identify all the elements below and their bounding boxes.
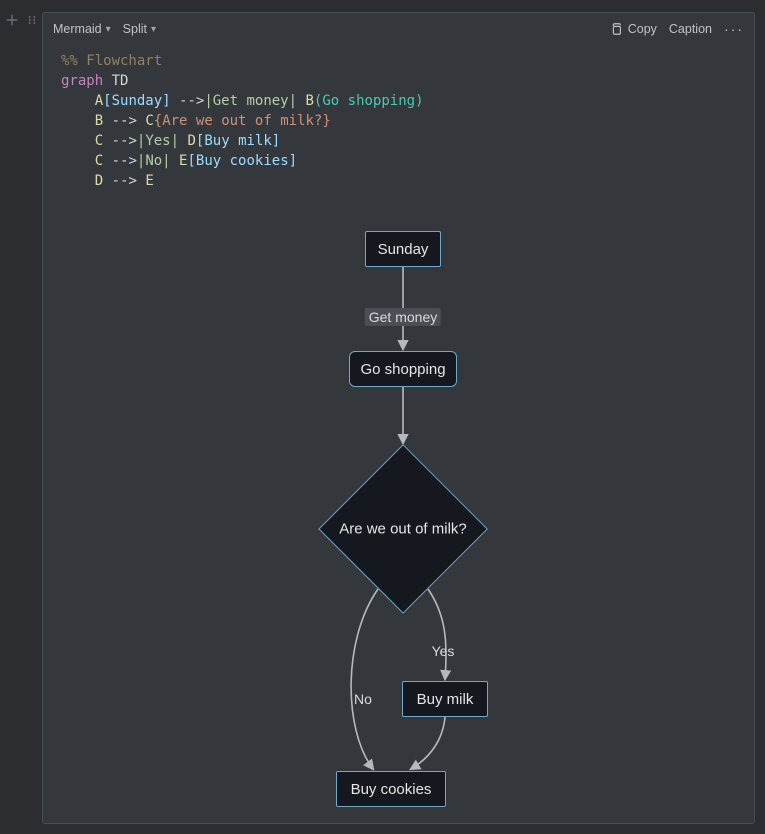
flowchart-node-b[interactable]: Go shopping (349, 351, 457, 387)
flowchart-node-e[interactable]: Buy cookies (336, 771, 446, 807)
flowchart-node-c[interactable]: Are we out of milk? (318, 444, 488, 614)
code-editor[interactable]: %% Flowchart graph TD A[Sunday] -->|Get … (43, 45, 754, 193)
cell-gutter (0, 0, 40, 40)
edge-label: Yes (428, 642, 459, 660)
chevron-down-icon: ▾ (151, 24, 156, 35)
add-cell-icon[interactable] (4, 12, 20, 28)
drag-handle-icon[interactable] (24, 12, 40, 28)
copy-button[interactable]: Copy (609, 22, 657, 37)
view-selector[interactable]: Split ▾ (123, 22, 156, 36)
flowchart-node-d[interactable]: Buy milk (402, 681, 488, 717)
code-cell: Mermaid ▾ Split ▾ Copy Caption (42, 12, 755, 824)
edge-label: No (350, 690, 376, 708)
caption-label: Caption (669, 22, 712, 36)
code-text: %% Flowchart graph TD A[Sunday] -->|Get … (47, 51, 750, 191)
language-selector[interactable]: Mermaid ▾ (53, 22, 111, 36)
view-label: Split (123, 22, 147, 36)
edge-label: Get money (365, 308, 441, 326)
language-label: Mermaid (53, 22, 102, 36)
editor-outer: Mermaid ▾ Split ▾ Copy Caption (0, 0, 765, 834)
more-icon: ··· (724, 21, 744, 37)
copy-icon (609, 22, 624, 37)
mermaid-preview: Sunday Go shopping Are we out of milk? Buy … (43, 209, 754, 823)
caption-button[interactable]: Caption (669, 22, 712, 36)
copy-label: Copy (628, 22, 657, 36)
cell-toolbar: Mermaid ▾ Split ▾ Copy Caption (43, 13, 754, 45)
more-menu[interactable]: ··· (724, 21, 744, 37)
flowchart-node-a[interactable]: Sunday (365, 231, 441, 267)
chevron-down-icon: ▾ (106, 24, 111, 35)
